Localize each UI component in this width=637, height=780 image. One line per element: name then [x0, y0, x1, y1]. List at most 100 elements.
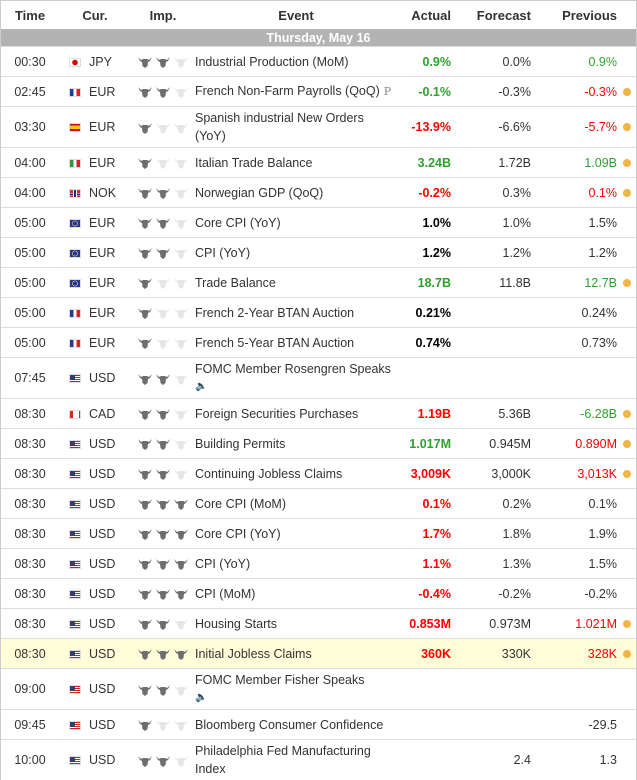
flag-us-icon: [69, 721, 81, 730]
event-name[interactable]: Trade Balance: [195, 276, 276, 290]
event-name[interactable]: Core CPI (MoM): [195, 497, 286, 511]
col-previous[interactable]: Previous: [537, 1, 617, 30]
event-row[interactable]: 08:30 USD Core CPI (YoY) 1.7% 1.8% 1.9%: [1, 519, 636, 549]
importance: [131, 238, 195, 268]
forecast-value: 0.0%: [457, 47, 537, 77]
col-event[interactable]: Event: [195, 1, 397, 30]
col-importance[interactable]: Imp.: [131, 1, 195, 30]
event-name[interactable]: FOMC Member Rosengren Speaks: [195, 362, 391, 376]
event-row[interactable]: 04:00 EUR Italian Trade Balance 3.24B 1.…: [1, 148, 636, 178]
forecast-value: 0.945M: [457, 429, 537, 459]
col-actual[interactable]: Actual: [397, 1, 457, 30]
bull-icon: [174, 277, 188, 289]
event-row[interactable]: 05:00 EUR French 5-Year BTAN Auction 0.7…: [1, 328, 636, 358]
previous-value: -5.7%: [537, 107, 617, 148]
event-row[interactable]: 08:30 USD CPI (MoM) -0.4% -0.2% -0.2%: [1, 579, 636, 609]
event-name[interactable]: Building Permits: [195, 437, 285, 451]
revision-dot-icon[interactable]: [623, 620, 631, 628]
event-row[interactable]: 08:30 CAD Foreign Securities Purchases 1…: [1, 399, 636, 429]
event-name[interactable]: Spanish industrial New Orders (YoY): [195, 111, 364, 143]
revision-dot-icon[interactable]: [623, 650, 631, 658]
event-time: 08:30: [1, 549, 59, 579]
col-forecast[interactable]: Forecast: [457, 1, 537, 30]
event-name[interactable]: Core CPI (YoY): [195, 527, 281, 541]
revision-dot-icon[interactable]: [623, 279, 631, 287]
event-row[interactable]: 09:00 USD FOMC Member Fisher Speaks🔈: [1, 669, 636, 710]
event-name[interactable]: CPI (MoM): [195, 587, 255, 601]
event-row[interactable]: 08:30 USD Initial Jobless Claims 360K 33…: [1, 639, 636, 669]
event-name[interactable]: CPI (YoY): [195, 246, 250, 260]
revision-dot-icon[interactable]: [623, 123, 631, 131]
revision-dot-icon[interactable]: [623, 88, 631, 96]
event-row[interactable]: 08:30 USD Core CPI (MoM) 0.1% 0.2% 0.1%: [1, 489, 636, 519]
col-time[interactable]: Time: [1, 1, 59, 30]
event-name[interactable]: Foreign Securities Purchases: [195, 407, 358, 421]
forecast-value: 1.0%: [457, 208, 537, 238]
event-name[interactable]: Industrial Production (MoM): [195, 55, 349, 69]
importance: [131, 107, 195, 148]
event-row[interactable]: 00:30 JPY Industrial Production (MoM) 0.…: [1, 47, 636, 77]
revision-dot-icon[interactable]: [623, 159, 631, 167]
actual-value: 1.1%: [397, 549, 457, 579]
bull-icon: [138, 648, 152, 660]
event-time: 05:00: [1, 238, 59, 268]
revision-dot-icon[interactable]: [623, 470, 631, 478]
event-row[interactable]: 02:45 EUR French Non-Farm Payrolls (QoQ)…: [1, 77, 636, 107]
forecast-value: 1.3%: [457, 549, 537, 579]
event-row[interactable]: 08:30 USD CPI (YoY) 1.1% 1.3% 1.5%: [1, 549, 636, 579]
event-name[interactable]: CPI (YoY): [195, 557, 250, 571]
bull-icon: [138, 187, 152, 199]
bull-icon: [138, 217, 152, 229]
actual-value: 1.19B: [397, 399, 457, 429]
event-name[interactable]: Bloomberg Consumer Confidence: [195, 718, 383, 732]
currency: USD: [89, 557, 115, 571]
event-name[interactable]: FOMC Member Fisher Speaks: [195, 673, 364, 687]
event-name[interactable]: Continuing Jobless Claims: [195, 467, 342, 481]
event-row[interactable]: 08:30 USD Continuing Jobless Claims 3,00…: [1, 459, 636, 489]
bull-icon: [174, 755, 188, 767]
event-row[interactable]: 08:30 USD Building Permits 1.017M 0.945M…: [1, 429, 636, 459]
flag-us-icon: [69, 530, 81, 539]
date-label: Thursday, May 16: [1, 29, 636, 47]
event-name[interactable]: French 2-Year BTAN Auction: [195, 306, 354, 320]
currency: EUR: [89, 336, 115, 350]
event-row[interactable]: 05:00 EUR Core CPI (YoY) 1.0% 1.0% 1.5%: [1, 208, 636, 238]
forecast-value: 0.973M: [457, 609, 537, 639]
importance: [131, 740, 195, 780]
event-name[interactable]: Philadelphia Fed Manufacturing Index: [195, 744, 371, 776]
bull-icon: [138, 247, 152, 259]
forecast-value: 11.8B: [457, 268, 537, 298]
event-row[interactable]: 07:45 USD FOMC Member Rosengren Speaks🔈: [1, 358, 636, 399]
bull-icon: [138, 528, 152, 540]
speech-icon: 🔈: [195, 378, 397, 396]
event-time: 05:00: [1, 298, 59, 328]
event-row[interactable]: 10:00 USD Philadelphia Fed Manufacturing…: [1, 740, 636, 780]
event-row[interactable]: 08:30 USD Housing Starts 0.853M 0.973M 1…: [1, 609, 636, 639]
flag-us-icon: [69, 620, 81, 629]
previous-value: 0.1%: [537, 489, 617, 519]
flag-it-icon: [69, 159, 81, 168]
col-currency[interactable]: Cur.: [59, 1, 131, 30]
revision-dot-icon[interactable]: [623, 410, 631, 418]
revision-dot-icon[interactable]: [623, 189, 631, 197]
bull-icon: [138, 618, 152, 630]
event-row[interactable]: 05:00 EUR CPI (YoY) 1.2% 1.2% 1.2%: [1, 238, 636, 268]
event-row[interactable]: 04:00 NOK Norwegian GDP (QoQ) -0.2% 0.3%…: [1, 178, 636, 208]
bull-icon: [138, 277, 152, 289]
event-name[interactable]: Norwegian GDP (QoQ): [195, 186, 323, 200]
actual-value: -0.2%: [397, 178, 457, 208]
event-row[interactable]: 05:00 EUR French 2-Year BTAN Auction 0.2…: [1, 298, 636, 328]
event-time: 08:30: [1, 429, 59, 459]
event-name[interactable]: Core CPI (YoY): [195, 216, 281, 230]
event-name[interactable]: Italian Trade Balance: [195, 156, 312, 170]
revision-dot-icon[interactable]: [623, 440, 631, 448]
event-name[interactable]: Initial Jobless Claims: [195, 647, 312, 661]
event-name[interactable]: French 5-Year BTAN Auction: [195, 336, 354, 350]
event-row[interactable]: 03:30 EUR Spanish industrial New Orders …: [1, 107, 636, 148]
event-row[interactable]: 05:00 EUR Trade Balance 18.7B 11.8B 12.7…: [1, 268, 636, 298]
importance: [131, 328, 195, 358]
bull-icon: [138, 373, 152, 385]
event-name[interactable]: Housing Starts: [195, 617, 277, 631]
event-row[interactable]: 09:45 USD Bloomberg Consumer Confidence …: [1, 710, 636, 740]
event-name[interactable]: French Non-Farm Payrolls (QoQ): [195, 84, 380, 98]
